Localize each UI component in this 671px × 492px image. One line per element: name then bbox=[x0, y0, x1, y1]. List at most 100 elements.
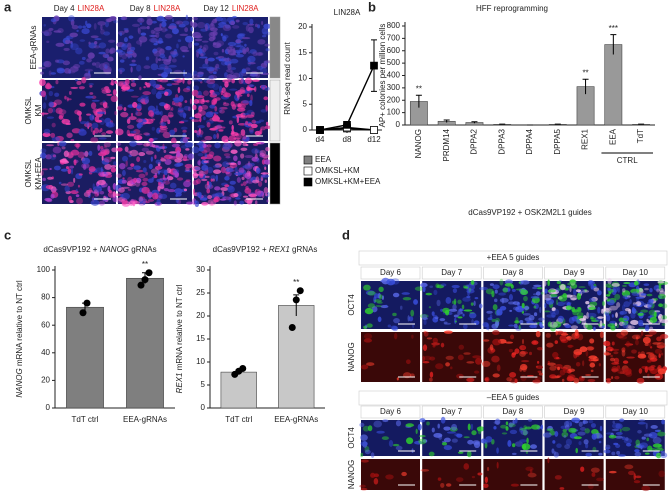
image-cell bbox=[414, 286, 424, 291]
image-cell bbox=[142, 198, 146, 205]
image-cell bbox=[622, 318, 628, 321]
image-cell bbox=[247, 57, 251, 63]
y-tick-label: 700 bbox=[387, 33, 401, 42]
image-cell bbox=[227, 185, 235, 193]
image-cell bbox=[207, 57, 215, 62]
y-axis-label: RNA-seq read count bbox=[283, 41, 292, 114]
image-cell bbox=[552, 351, 559, 359]
image-cell bbox=[214, 106, 218, 112]
image-cell bbox=[65, 39, 71, 45]
micrograph bbox=[419, 280, 483, 330]
image-cell bbox=[105, 18, 113, 23]
image-cell bbox=[377, 301, 383, 304]
image-cell bbox=[612, 286, 619, 293]
image-cell bbox=[159, 23, 162, 29]
image-cell bbox=[47, 107, 53, 114]
image-cell bbox=[160, 58, 168, 62]
image-cell bbox=[615, 431, 623, 436]
image-cell bbox=[117, 105, 123, 111]
image-cell bbox=[359, 484, 366, 488]
image-cell bbox=[649, 357, 658, 362]
image-cell bbox=[596, 477, 605, 482]
image-cell bbox=[161, 21, 167, 28]
image-cell bbox=[242, 100, 250, 104]
image-cell bbox=[127, 124, 135, 129]
image-cell bbox=[493, 425, 497, 430]
image-cell bbox=[108, 189, 112, 194]
image-cell bbox=[177, 107, 184, 112]
image-cell bbox=[569, 279, 577, 285]
image-cell bbox=[429, 356, 436, 361]
image-cell bbox=[582, 420, 589, 424]
image-cell bbox=[175, 199, 179, 203]
image-cell bbox=[562, 428, 567, 433]
image-cell bbox=[212, 68, 219, 72]
image-cell bbox=[203, 147, 211, 153]
image-cell bbox=[631, 291, 639, 297]
image-cell bbox=[547, 457, 550, 464]
image-cell bbox=[66, 35, 70, 41]
image-cell bbox=[203, 116, 206, 121]
image-cell bbox=[82, 163, 87, 170]
image-cell bbox=[599, 425, 603, 432]
image-cell bbox=[431, 427, 435, 433]
image-cell bbox=[603, 352, 612, 356]
image-cell bbox=[196, 191, 202, 198]
image-cell bbox=[232, 25, 240, 29]
image-cell bbox=[264, 43, 270, 47]
image-cell bbox=[224, 176, 230, 181]
image-cell bbox=[178, 101, 183, 108]
image-cell bbox=[254, 130, 261, 136]
image-cell bbox=[385, 474, 394, 480]
image-cell bbox=[159, 177, 168, 181]
image-cell bbox=[143, 65, 151, 70]
image-cell bbox=[123, 27, 129, 31]
image-cell bbox=[401, 292, 410, 295]
y-tick-label: 0 bbox=[201, 403, 206, 412]
image-cell bbox=[158, 145, 168, 150]
label-part: mRNA relative to NT ctrl bbox=[15, 280, 24, 368]
image-cell bbox=[496, 447, 499, 454]
image-cell bbox=[134, 179, 141, 187]
image-cell bbox=[589, 338, 595, 344]
image-cell bbox=[469, 312, 477, 319]
image-cell bbox=[626, 324, 632, 332]
image-cell bbox=[140, 32, 147, 36]
image-cell bbox=[515, 288, 525, 291]
image-cell bbox=[593, 326, 596, 331]
data-point bbox=[288, 324, 296, 331]
block-frame bbox=[358, 390, 668, 406]
image-cell bbox=[598, 452, 603, 456]
image-cell bbox=[643, 433, 653, 437]
image-cell bbox=[653, 311, 657, 318]
y-tick-label: 15 bbox=[196, 334, 205, 343]
image-cell bbox=[377, 316, 382, 323]
image-cell bbox=[248, 26, 254, 34]
image-cell bbox=[175, 192, 182, 197]
image-cell bbox=[174, 188, 183, 194]
image-cell bbox=[192, 104, 197, 111]
image-cell bbox=[587, 378, 596, 383]
chart-title: dCas9VP192 + REX1 gRNAs bbox=[213, 245, 318, 254]
image-cell bbox=[208, 75, 214, 80]
image-cell bbox=[93, 41, 98, 45]
image-cell bbox=[450, 366, 453, 370]
image-cell bbox=[514, 348, 520, 354]
image-cell bbox=[429, 371, 434, 378]
image-cell bbox=[652, 313, 656, 318]
image-cell bbox=[213, 133, 217, 140]
image-cell bbox=[86, 190, 91, 195]
image-cell bbox=[435, 363, 444, 370]
legend-label: OMKSL+KM bbox=[315, 166, 360, 175]
image-cell bbox=[179, 33, 189, 37]
day-label: Day 6 bbox=[380, 268, 401, 277]
image-cell bbox=[525, 466, 534, 471]
image-cell bbox=[560, 425, 567, 430]
image-cell bbox=[145, 150, 154, 155]
data-point bbox=[316, 126, 324, 134]
image-cell bbox=[590, 467, 600, 473]
image-cell bbox=[656, 345, 665, 349]
image-cell bbox=[252, 179, 260, 184]
image-cell bbox=[557, 288, 562, 291]
image-cell bbox=[582, 360, 585, 367]
